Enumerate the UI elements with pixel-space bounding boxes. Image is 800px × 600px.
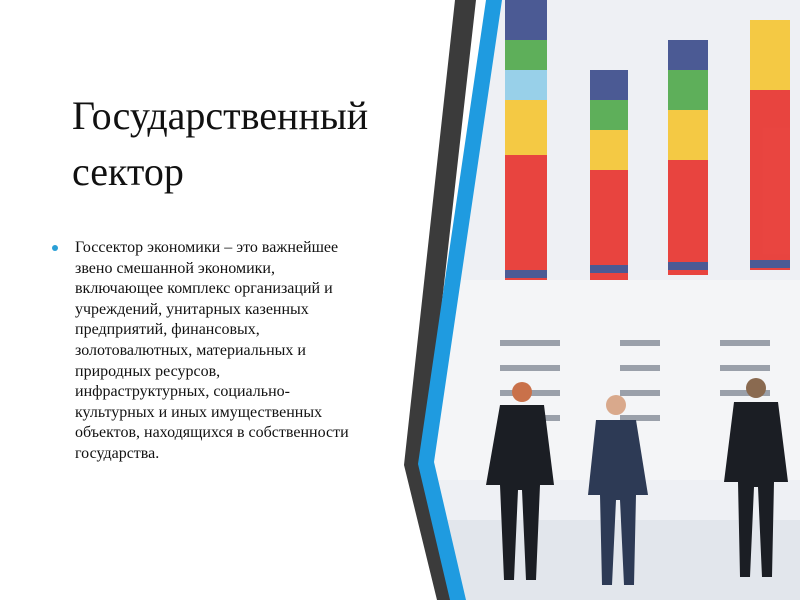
slide-title: Государственный сектор — [72, 93, 369, 194]
bullet-list: Госсектор экономики – это важнейшее звен… — [52, 238, 352, 465]
bullet: Госсектор экономики – это важнейшее звен… — [52, 238, 352, 465]
photo-content — [432, 0, 800, 600]
